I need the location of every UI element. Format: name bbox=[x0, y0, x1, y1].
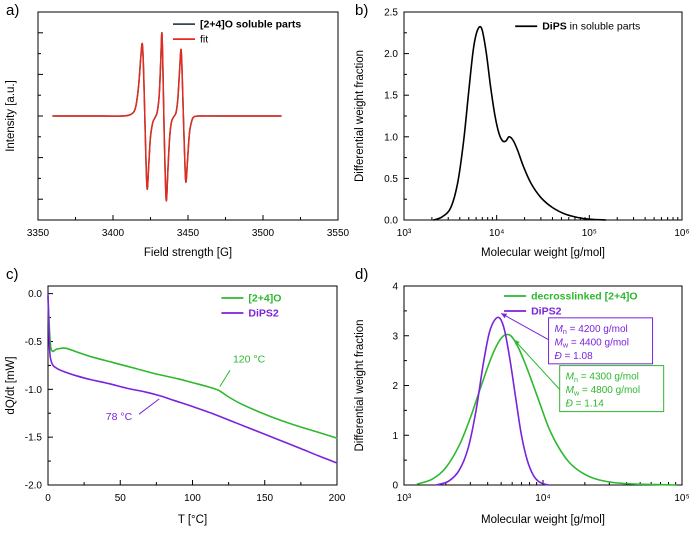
legend-label-dips2: DiPS2 bbox=[531, 305, 562, 317]
annotation-arrow-1 bbox=[500, 312, 549, 341]
series-dips-in-soluble-parts bbox=[433, 25, 607, 221]
y-tick-label: 0.0 bbox=[384, 216, 398, 227]
panel-label-a: a) bbox=[6, 2, 20, 19]
annotation-box-line: Mn = 4300 g/mol bbox=[566, 372, 639, 384]
annotation-box-line: Đ = 1.08 bbox=[555, 351, 594, 362]
x-tick-label: 0 bbox=[45, 493, 51, 504]
legend-label-2-4-o-soluble-parts: [2+4]O soluble parts bbox=[200, 19, 301, 31]
annotation-leader-1 bbox=[219, 369, 231, 387]
series-dips2 bbox=[435, 316, 550, 486]
y-tick-label: 4 bbox=[392, 282, 398, 293]
panel-a-chart: 3350 3400 3450 3500 3550 Field strength [G] In… bbox=[5, 11, 349, 259]
axes bbox=[47, 285, 338, 486]
y-tick-label: 3 bbox=[392, 331, 398, 342]
annotation-box-line: Mw = 4400 g/mol bbox=[555, 337, 629, 349]
panel-d: d) 10³ 10⁴ 10⁵ 0 1 2 3 4 Molecular weight [g/mol… bbox=[349, 266, 698, 533]
panel-label-b: b) bbox=[355, 2, 369, 19]
x-axis-label: Field strength [G] bbox=[144, 247, 232, 259]
y-tick-label: 2 bbox=[392, 381, 398, 392]
x-tick-label: 3550 bbox=[327, 228, 349, 239]
annotation-text-0: 120 °C bbox=[233, 354, 266, 366]
annotation-box-0 bbox=[548, 317, 654, 365]
y-tick-label: -2.0 bbox=[25, 481, 43, 492]
axes bbox=[37, 11, 339, 221]
panel-label-d: d) bbox=[355, 266, 369, 283]
y-axis-label: Differential weight fraction bbox=[354, 319, 366, 451]
y-tick-label: -1.5 bbox=[25, 433, 43, 444]
y-tick-label: 2.0 bbox=[384, 49, 398, 60]
legend-label-2-4-o: [2+4]O bbox=[248, 292, 281, 304]
panel-c: c) 0 50 100 150 200 0.0 -0.5 -1.0 -1.5 -2.0 T [°C]… bbox=[0, 266, 349, 533]
x-tick-label: 100 bbox=[184, 493, 201, 504]
x-tick-label: 50 bbox=[115, 493, 127, 504]
panel-a: a) 3350 3400 3450 3500 3550 Field strength [G… bbox=[0, 0, 349, 266]
y-axis-label: Intensity [a.u.] bbox=[5, 80, 17, 152]
y-tick-label: 1 bbox=[392, 431, 398, 442]
annotation-box-line: Mn = 4200 g/mol bbox=[555, 324, 628, 336]
panel-c-chart: 0 50 100 150 200 0.0 -0.5 -1.0 -1.5 -2.0 T [°C] dQ/… bbox=[5, 285, 346, 526]
series-dips2 bbox=[47, 293, 338, 464]
x-tick-label: 150 bbox=[256, 493, 273, 504]
x-tick-label: 10³ bbox=[397, 493, 412, 504]
series-2-4-o bbox=[47, 295, 338, 439]
series-fit bbox=[52, 32, 282, 202]
annotation-arrowhead-1 bbox=[501, 313, 508, 319]
y-tick-label: 1.5 bbox=[384, 91, 398, 102]
legend-label-decrosslinked-2-4-o: decrosslinked [2+4]O bbox=[531, 290, 638, 302]
annotation-box-2 bbox=[559, 365, 665, 413]
x-tick-label: 10⁴ bbox=[489, 228, 504, 239]
series-decrosslinked-2-4-o bbox=[416, 333, 677, 486]
y-tick-label: 0 bbox=[392, 481, 398, 492]
annotation-text-2: 78 °C bbox=[106, 411, 133, 423]
y-tick-label: 0.5 bbox=[384, 174, 398, 185]
y-tick-label: -1.0 bbox=[25, 385, 43, 396]
annotation-leader-3 bbox=[138, 398, 160, 415]
x-tick-label: 200 bbox=[329, 493, 346, 504]
x-tick-label: 10⁵ bbox=[582, 228, 597, 239]
x-tick-label: 3500 bbox=[252, 228, 275, 239]
annotation-box-line: Mw = 4800 g/mol bbox=[566, 385, 640, 397]
x-tick-label: 10⁴ bbox=[535, 493, 550, 504]
x-tick-label: 3450 bbox=[177, 228, 200, 239]
x-tick-label: 10⁶ bbox=[674, 228, 689, 239]
x-tick-label: 10³ bbox=[397, 228, 412, 239]
panel-d-chart: 10³ 10⁴ 10⁵ 0 1 2 3 4 Molecular weight [g/mol] Di… bbox=[354, 282, 690, 527]
y-tick-label: 0.0 bbox=[28, 289, 42, 300]
x-axis-label: T [°C] bbox=[178, 514, 207, 526]
panel-b: b) 10³ 10⁴ 10⁵ 10⁶ 0.0 0.5 1.0 1.5 2.0 2.5 Molecul… bbox=[349, 0, 698, 266]
x-tick-label: 3350 bbox=[27, 228, 50, 239]
panel-label-c: c) bbox=[6, 266, 19, 283]
y-axis-label: dQ/dt [mW] bbox=[5, 356, 17, 414]
y-axis-label: Differential weight fraction bbox=[354, 50, 366, 182]
x-axis-label: Molecular weight [g/mol] bbox=[481, 247, 605, 259]
y-tick-label: 2.5 bbox=[384, 8, 398, 19]
legend-label-fit: fit bbox=[200, 34, 208, 46]
x-axis-label: Molecular weight [g/mol] bbox=[481, 514, 605, 526]
panel-b-chart: 10³ 10⁴ 10⁵ 10⁶ 0.0 0.5 1.0 1.5 2.0 2.5 Molecular … bbox=[354, 8, 690, 260]
y-tick-label: 1.0 bbox=[384, 132, 398, 143]
annotation-arrowhead-3 bbox=[514, 339, 520, 346]
legend-label-dips-in-soluble-parts: DiPS in soluble parts bbox=[542, 21, 640, 33]
x-tick-label: 10⁵ bbox=[674, 493, 689, 504]
legend-label-dips2: DiPS2 bbox=[248, 307, 279, 319]
y-tick-label: -0.5 bbox=[25, 337, 43, 348]
annotation-box-line: Đ = 1.14 bbox=[566, 399, 605, 410]
axes bbox=[403, 11, 683, 221]
annotation-arrow-3 bbox=[513, 339, 561, 390]
x-tick-label: 3400 bbox=[102, 228, 125, 239]
